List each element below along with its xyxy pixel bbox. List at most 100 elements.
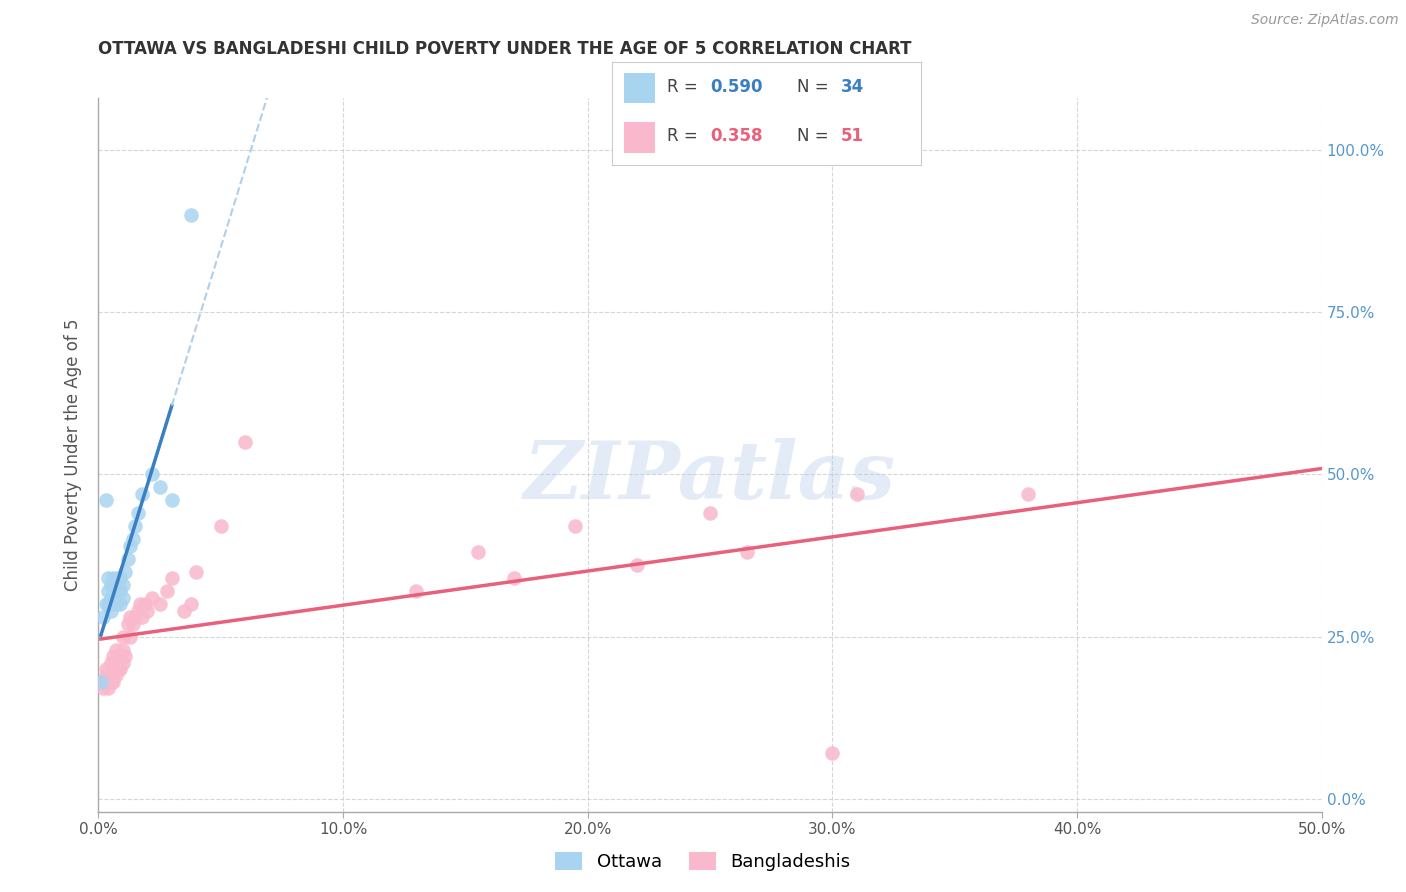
Point [127, 604, 149, 618]
Text: 0.358: 0.358 [710, 128, 763, 145]
Point [100, 604, 122, 618]
Point [110, 571, 132, 585]
Point [111, 630, 134, 644]
Text: Source: ZipAtlas.com: Source: ZipAtlas.com [1251, 13, 1399, 28]
Point [626, 558, 648, 573]
Point [91, 610, 114, 624]
Point [101, 597, 124, 611]
Point [100, 656, 122, 670]
Point [114, 565, 136, 579]
Point [107, 584, 129, 599]
FancyBboxPatch shape [624, 122, 655, 153]
Point [405, 584, 427, 599]
Point [120, 630, 142, 644]
Point [117, 551, 139, 566]
Point [180, 597, 202, 611]
Point [160, 493, 183, 508]
Y-axis label: Child Poverty Under the Age of 5: Child Poverty Under the Age of 5 [65, 318, 83, 591]
Text: ZIPatlas: ZIPatlas [524, 438, 896, 515]
Point [186, 565, 208, 579]
Point [94, 662, 117, 676]
Point [127, 506, 149, 520]
Point [104, 642, 127, 657]
Point [141, 467, 163, 482]
Point [121, 533, 143, 547]
Point [90, 675, 112, 690]
Point [104, 577, 127, 591]
Point [97, 668, 120, 682]
FancyBboxPatch shape [624, 73, 655, 103]
Point [104, 668, 127, 682]
Point [735, 545, 758, 559]
Point [141, 591, 163, 605]
Point [111, 656, 134, 670]
Point [121, 616, 143, 631]
Point [129, 597, 152, 611]
Point [111, 577, 134, 591]
Point [503, 571, 526, 585]
Point [209, 519, 232, 533]
Point [149, 597, 172, 611]
Point [173, 604, 195, 618]
Point [104, 597, 127, 611]
Text: R =: R = [668, 78, 703, 96]
Point [94, 668, 117, 682]
Point [91, 681, 114, 696]
Point [101, 584, 124, 599]
Point [845, 487, 868, 501]
Point [136, 604, 159, 618]
Point [821, 747, 844, 761]
Point [100, 675, 122, 690]
Point [110, 584, 132, 599]
Point [107, 648, 129, 663]
Point [114, 648, 136, 663]
Point [111, 642, 134, 657]
Point [180, 208, 202, 222]
Point [1017, 487, 1039, 501]
Point [110, 648, 132, 663]
Point [97, 597, 120, 611]
Point [117, 616, 139, 631]
Legend: Ottawa, Bangladeshis: Ottawa, Bangladeshis [548, 845, 858, 879]
Point [107, 571, 129, 585]
Text: OTTAWA VS BANGLADESHI CHILD POVERTY UNDER THE AGE OF 5 CORRELATION CHART: OTTAWA VS BANGLADESHI CHILD POVERTY UNDE… [98, 40, 912, 58]
Point [149, 480, 172, 494]
Point [699, 506, 721, 520]
Point [101, 648, 124, 663]
Point [104, 591, 127, 605]
Text: N =: N = [797, 78, 834, 96]
Point [97, 571, 120, 585]
Point [156, 584, 179, 599]
Text: N =: N = [797, 128, 834, 145]
Point [90, 675, 112, 690]
Point [101, 571, 124, 585]
Point [120, 539, 142, 553]
Point [101, 662, 124, 676]
Point [97, 681, 120, 696]
Point [120, 610, 142, 624]
Point [104, 656, 127, 670]
Point [111, 591, 134, 605]
Point [100, 591, 122, 605]
Point [100, 577, 122, 591]
Text: 0.590: 0.590 [710, 78, 763, 96]
Point [107, 662, 129, 676]
Point [94, 597, 117, 611]
Point [233, 434, 256, 449]
Point [124, 519, 146, 533]
Point [101, 675, 124, 690]
Point [134, 597, 156, 611]
Point [124, 610, 146, 624]
Point [564, 519, 586, 533]
Point [160, 571, 183, 585]
Text: 34: 34 [841, 78, 863, 96]
Text: 51: 51 [841, 128, 863, 145]
Point [94, 493, 117, 508]
Point [110, 662, 132, 676]
Point [467, 545, 489, 559]
Point [110, 597, 132, 611]
Point [131, 487, 153, 501]
Point [97, 584, 120, 599]
Text: R =: R = [668, 128, 703, 145]
Point [131, 610, 153, 624]
